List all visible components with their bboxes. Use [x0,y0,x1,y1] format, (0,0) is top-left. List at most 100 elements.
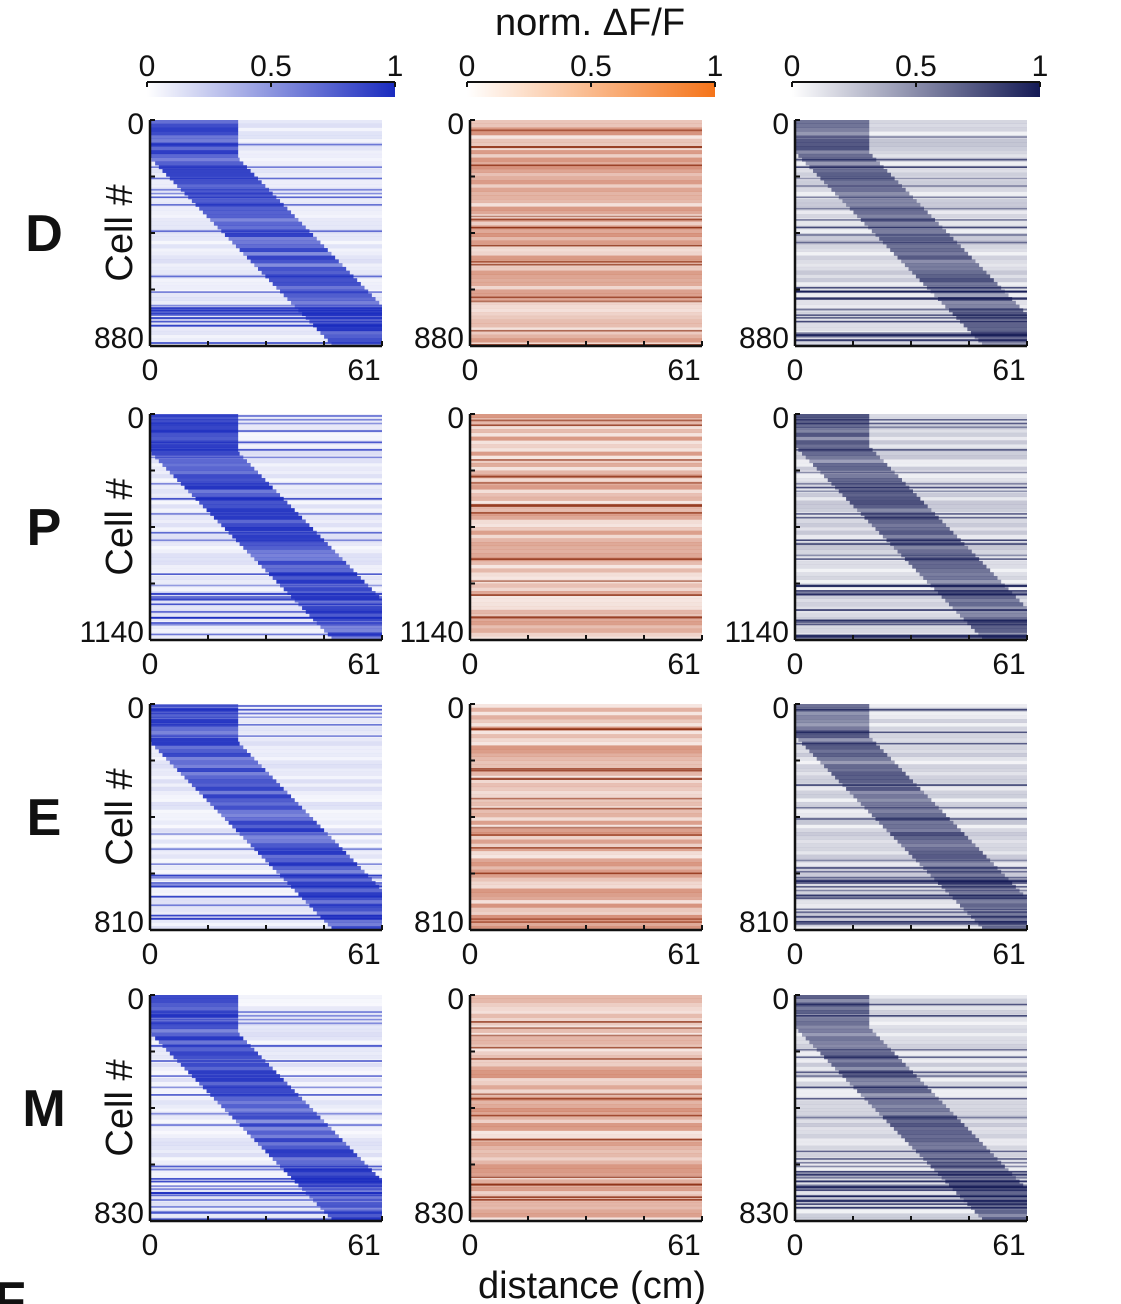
heatmap-field-band [948,892,1024,897]
heatmap-stripe [795,613,1027,618]
heatmap-stripe [795,1104,1027,1109]
heatmap-stripe [470,496,702,501]
heatmap-line [150,1060,382,1062]
heatmap-field-band [978,632,1027,637]
heatmap-stripe [795,221,1027,226]
heatmap-field-band [155,161,244,166]
heatmap-stripe [795,854,1027,859]
heatmap-field-band [158,749,247,754]
heatmap-line [470,1034,702,1037]
heatmap-line [150,456,382,459]
heatmap-line [150,1192,382,1194]
heatmap-field-band [934,587,1009,592]
heatmap-field-band [188,779,277,784]
heatmap-stripe [150,131,382,136]
heatmap-stripe [470,922,702,927]
heatmap-stripe [150,899,382,904]
heatmap-stripe [470,266,702,271]
heatmap-stripe [470,741,702,746]
heatmap-line [150,633,382,636]
heatmap-stripe [150,444,382,449]
heatmap-stripe [795,1168,1027,1173]
heatmap-line [470,1176,702,1178]
heatmap-stripe [470,1002,702,1007]
heatmap-field-band [820,1051,895,1056]
heatmap-line [150,1075,382,1077]
heatmap-stripe [795,259,1027,264]
heatmap-stripe [470,508,702,513]
heatmap-line [795,426,1027,429]
heatmap-field-band [827,478,902,482]
heatmap-field-band [202,210,292,215]
heatmap-stripe [795,184,1027,188]
heatmap-line [150,1188,382,1190]
heatmap-field-band [177,768,266,772]
heatmap-field-band [150,131,239,136]
heatmap-field-band [820,760,895,765]
heatmap-field-band [276,579,365,584]
heatmap-stripe [470,511,702,516]
heatmap-field-band [827,184,902,188]
heatmap-stripe [795,602,1027,607]
y-tick-label: 0 [127,402,144,435]
heatmap-field-band [173,764,262,769]
heatmap-line [795,1184,1027,1187]
heatmap-field-band [853,794,928,799]
heatmap-stripe [470,293,702,298]
heatmap-stripe [795,451,1027,456]
heatmap-field-band [959,903,1027,908]
heatmap-stripe [150,300,382,305]
heatmap-stripe [150,737,382,742]
heatmap-stripe [470,617,702,622]
heatmap-stripe [795,1111,1027,1116]
heatmap-stripe [150,606,382,611]
heatmap-stripe [470,489,702,494]
heatmap-stripe [470,549,702,554]
heatmap-line [795,1195,1027,1198]
heatmap-line [150,441,382,444]
heatmap-stripe [795,722,1027,727]
heatmap-stripe [795,462,1027,467]
heatmap-stripe [795,1190,1027,1195]
heatmap-field-band [320,330,382,335]
heatmap-stripe [470,749,702,754]
heatmap-field-band [809,749,884,754]
heatmap-stripe [150,1205,382,1210]
heatmap-stripe [470,221,702,226]
heatmap-line [795,806,1027,809]
heatmap-field-band [169,470,258,475]
y-tick-label: 1140 [79,616,144,649]
heatmap-line [150,497,382,500]
heatmap-field-band [213,1096,303,1101]
heatmap-field-band [291,1175,380,1180]
heatmap-stripe [150,1006,382,1011]
heatmap-field-band [813,1043,888,1048]
heatmap-field-band [246,549,336,554]
heatmap-field-band [956,609,1027,614]
heatmap-stripe [470,157,702,162]
heatmap-stripe [470,330,702,335]
heatmap-field-band [893,545,969,550]
heatmap-field-band [320,1205,382,1210]
heatmap-field-band [901,1134,976,1139]
heatmap-line [795,422,1027,425]
heatmap-line [150,882,382,884]
heatmap-field-band [191,493,281,498]
heatmap-field-band [795,414,870,418]
heatmap-stripe [470,907,702,912]
heatmap-field-band [795,995,870,999]
heatmap-field-band [893,835,969,840]
heatmap-field-band [257,560,347,565]
heatmap-stripe [470,334,702,339]
heatmap-stripe [795,628,1027,633]
heatmap-stripe [795,214,1027,219]
heatmap-stripe [470,881,702,885]
y-tick-label: 0 [447,983,464,1016]
heatmap-line [795,298,1027,300]
heatmap-line [150,1022,382,1025]
heatmap-stripe [150,478,382,482]
heatmap-stripe [470,1021,702,1026]
heatmap-field-band [882,534,958,539]
heatmap-field-band [150,998,239,1003]
heatmap-field-band [893,1126,969,1131]
